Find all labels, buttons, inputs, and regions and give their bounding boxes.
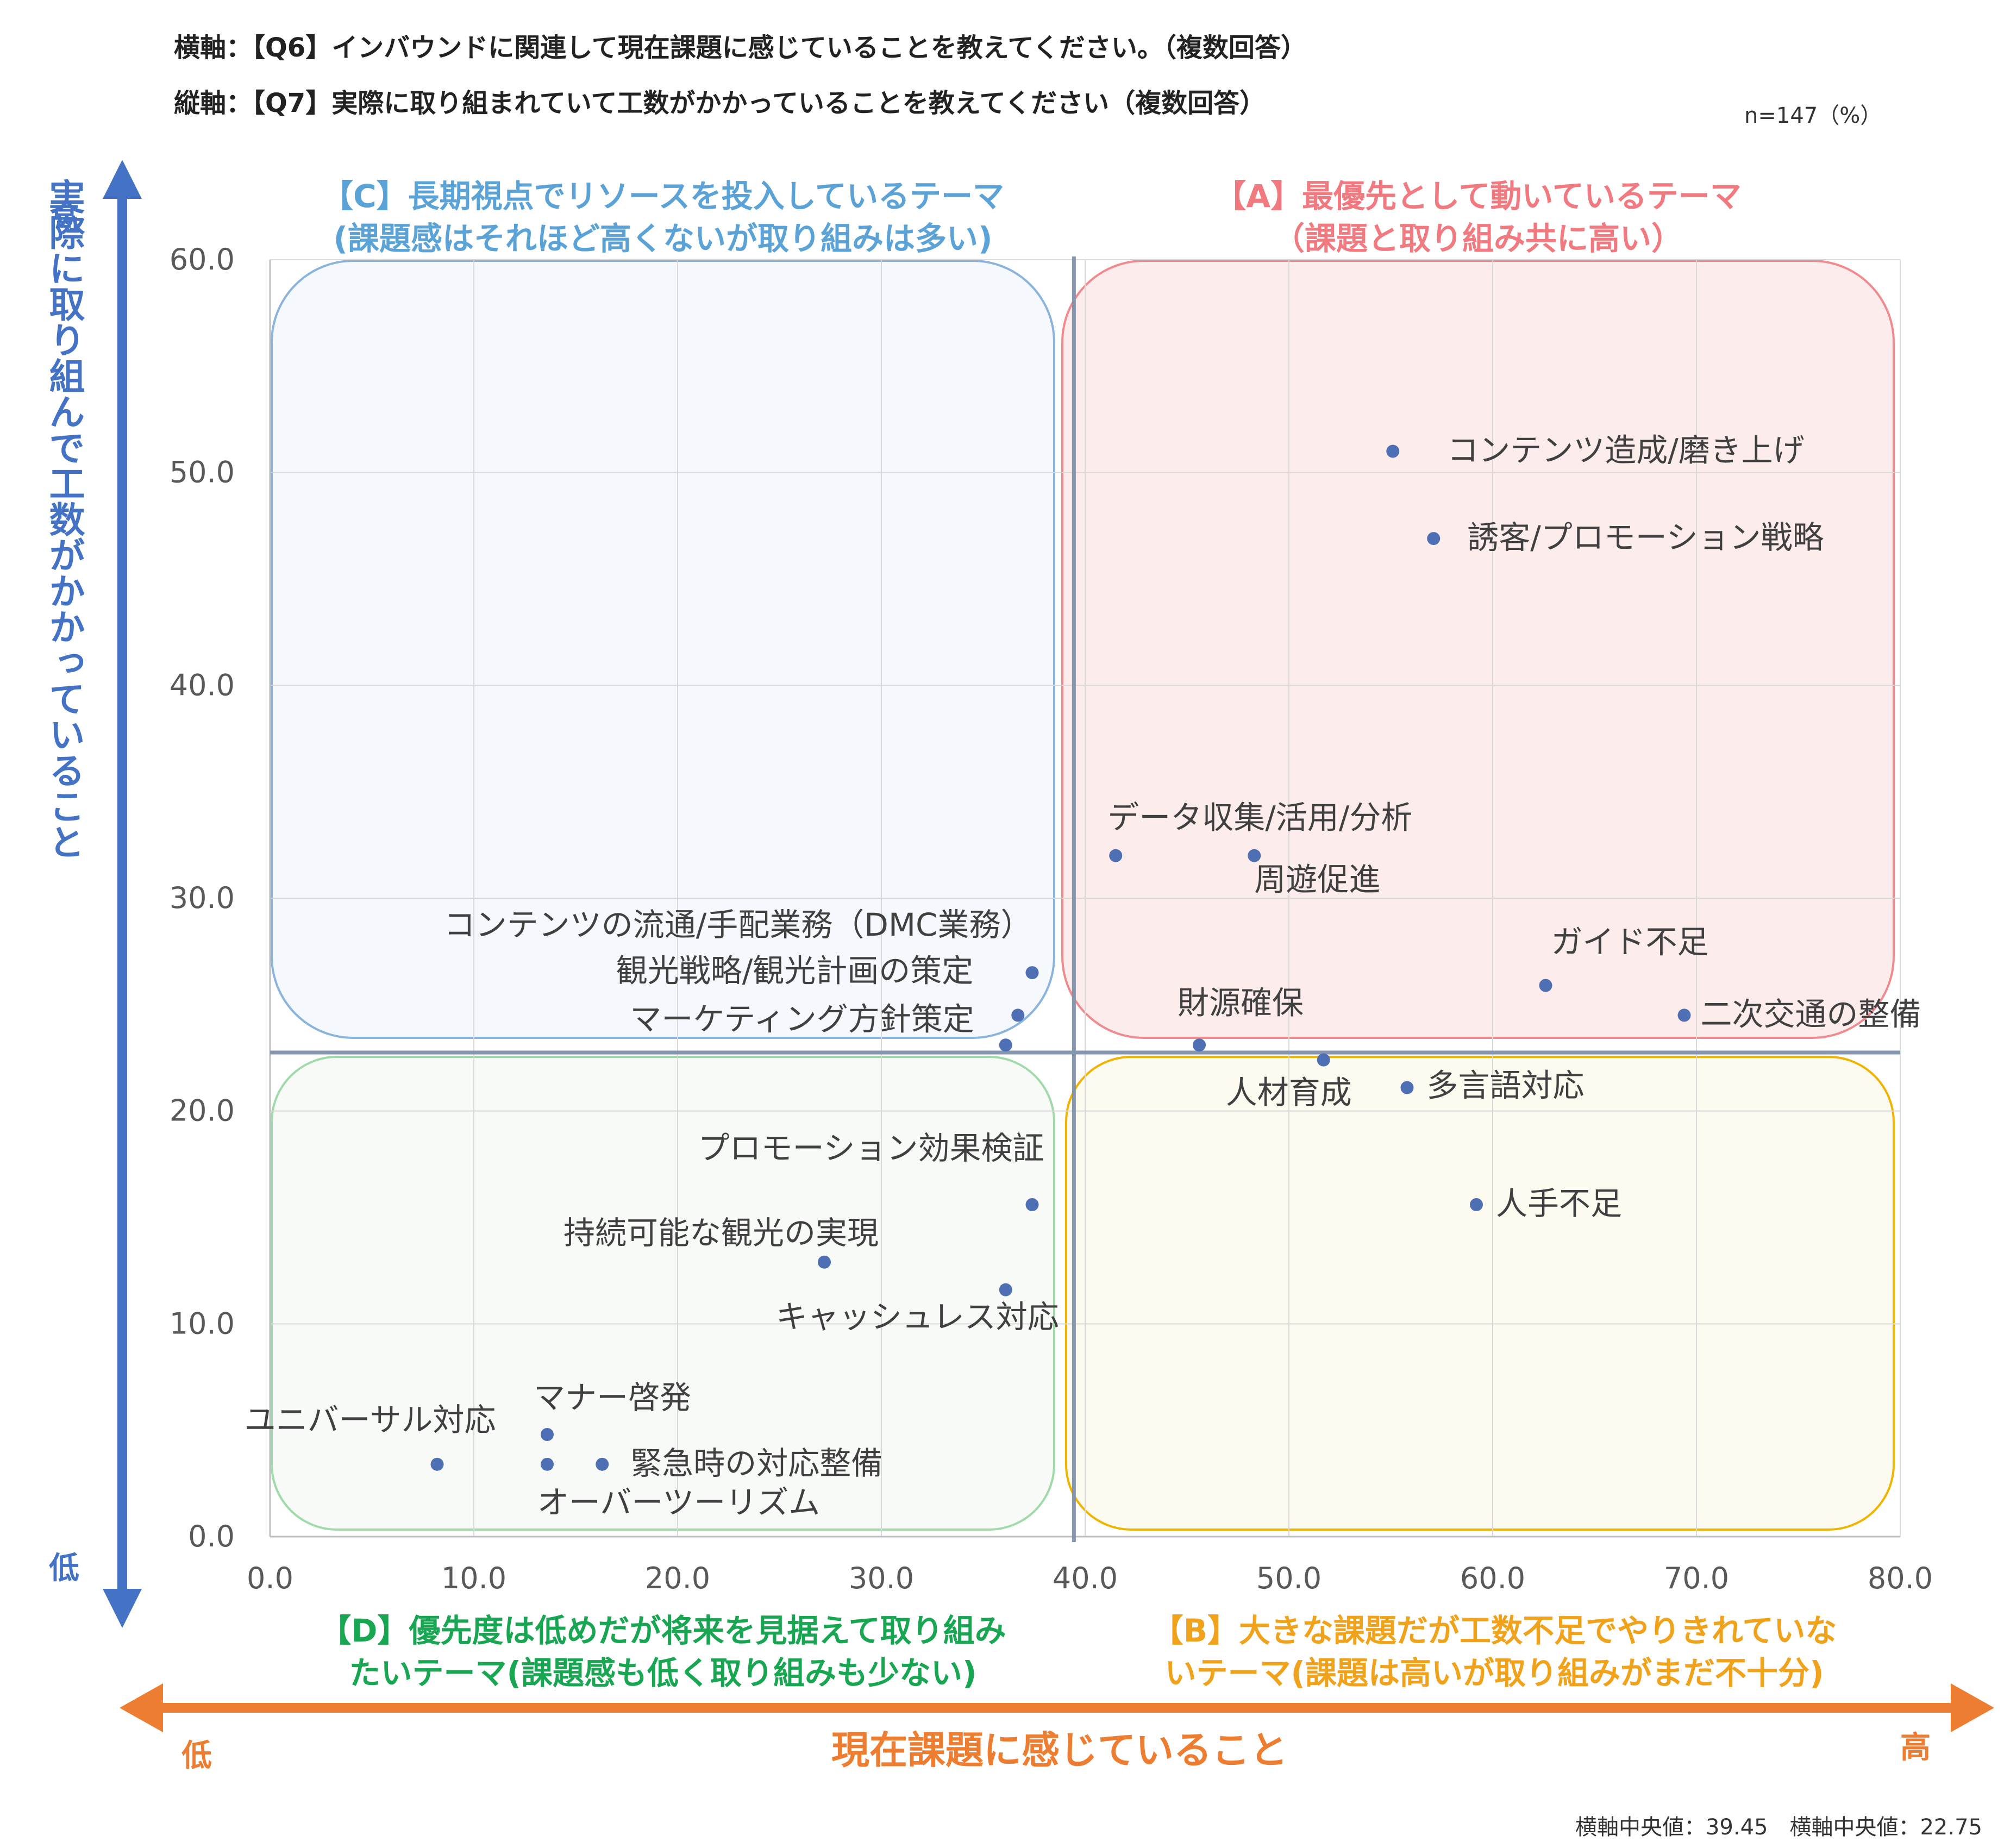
x-arrow-left-head bbox=[120, 1683, 163, 1732]
quadrant-b-title: 【B】大きな課題だが工数不足でやりきれていな いテーマ(課題は高いが取り組みがま… bbox=[1065, 1609, 1924, 1694]
scatter-point bbox=[999, 1283, 1012, 1296]
y-tick-label: 60.0 bbox=[170, 242, 235, 277]
scatter-point bbox=[1193, 1038, 1206, 1052]
x-arrow-high: 高 bbox=[1900, 1730, 1931, 1765]
x-arrow-label: 現在課題に感じていること bbox=[831, 1728, 1288, 1772]
scatter-point bbox=[1317, 1053, 1330, 1067]
x-tick-label: 10.0 bbox=[441, 1561, 506, 1595]
point-label: ユニバーサル対応 bbox=[245, 1401, 496, 1438]
point-label: ガイド不足 bbox=[1551, 924, 1709, 961]
quadrant-c-line1: 【C】長期視点でリソースを投入しているテーマ bbox=[322, 178, 1004, 215]
median-footnote: 横軸中央値：39.45 横軸中央値：22.75 bbox=[1575, 1815, 1982, 1840]
quadrant-b-line1: 【B】大きな課題だが工数不足でやりきれていな bbox=[1151, 1612, 1837, 1649]
y-arrow-label: 実際に取り組んで工数がかかっていること bbox=[43, 178, 85, 860]
scatter-point bbox=[1025, 1198, 1039, 1211]
quadrant-a-line1: 【A】最優先として動いているテーマ bbox=[1214, 178, 1742, 215]
point-label: 誘客/プロモーション戦略 bbox=[1467, 519, 1824, 556]
scatter-point bbox=[1539, 979, 1552, 992]
scatter-point bbox=[1109, 849, 1123, 862]
scatter-point bbox=[1011, 1008, 1025, 1022]
point-label: 二次交通の整備 bbox=[1701, 995, 1921, 1032]
quadrant-a-region bbox=[1061, 260, 1895, 1039]
scatter-point bbox=[818, 1255, 831, 1269]
scatter-point bbox=[596, 1457, 609, 1471]
y-arrow-high: 高 bbox=[49, 201, 79, 236]
x-tick-label: 30.0 bbox=[849, 1561, 914, 1595]
scatter-point bbox=[1025, 966, 1039, 980]
quadrant-d-line1: 【D】優先度は低めだが将来を見据えて取り組み bbox=[320, 1612, 1006, 1649]
point-label: コンテンツの流通/手配業務（DMC業務） bbox=[444, 906, 1032, 943]
x-tick-label: 20.0 bbox=[645, 1561, 710, 1595]
quadrant-c-region bbox=[271, 260, 1055, 1039]
point-label: 観光戦略/観光計画の策定 bbox=[616, 952, 974, 989]
quadrant-a-title: 【A】最優先として動いているテーマ （課題と取り組み共に高い） bbox=[1062, 175, 1894, 260]
quadrant-c-line2: (課題感はそれほど高くないが取り組みは多い) bbox=[333, 220, 993, 257]
x-tick-label: 60.0 bbox=[1460, 1561, 1525, 1595]
point-label: プロモーション効果検証 bbox=[698, 1130, 1044, 1167]
x-tick-label: 0.0 bbox=[247, 1561, 293, 1595]
point-label: オーバーツーリズム bbox=[537, 1484, 820, 1521]
scatter-point bbox=[430, 1457, 444, 1471]
quadrant-a-line2: （課題と取り組み共に高い） bbox=[1273, 220, 1683, 257]
y-tick-label: 10.0 bbox=[170, 1306, 235, 1340]
scatter-point bbox=[1400, 1081, 1414, 1094]
quadrant-c-title: 【C】長期視点でリソースを投入しているテーマ (課題感はそれほど高くないが取り組… bbox=[272, 175, 1054, 260]
y-tick-label: 40.0 bbox=[170, 668, 235, 702]
point-label: マナー啓発 bbox=[534, 1379, 691, 1416]
y-tick-label: 20.0 bbox=[170, 1094, 235, 1128]
median-lines bbox=[270, 256, 1900, 1542]
y-tick-label: 0.0 bbox=[188, 1519, 235, 1553]
point-label: 周遊促進 bbox=[1254, 861, 1380, 898]
x-tick-label: 50.0 bbox=[1256, 1561, 1322, 1595]
point-label: データ収集/活用/分析 bbox=[1107, 799, 1412, 836]
point-label: キャッシュレス対応 bbox=[776, 1299, 1059, 1336]
chart-axes bbox=[269, 260, 1900, 1538]
scatter-point bbox=[1677, 1008, 1691, 1022]
x-tick-label: 80.0 bbox=[1868, 1561, 1933, 1595]
scatter-point bbox=[1386, 444, 1400, 458]
point-label: 人材育成 bbox=[1226, 1074, 1352, 1111]
scatter-point bbox=[541, 1428, 554, 1441]
quadrant-d-line2: たいテーマ(課題感も低く取り組みも少ない) bbox=[349, 1655, 977, 1692]
scatter-point bbox=[1427, 532, 1441, 546]
quadrant-b-line2: いテーマ(課題は高いが取り組みがまだ不十分) bbox=[1164, 1655, 1824, 1692]
scatter-point bbox=[541, 1457, 554, 1471]
point-label: コンテンツ造成/磨き上げ bbox=[1447, 432, 1805, 469]
point-label: 緊急時の対応整備 bbox=[630, 1445, 882, 1482]
x-tick-label: 40.0 bbox=[1053, 1561, 1118, 1595]
y-arrow-low: 低 bbox=[49, 1551, 79, 1586]
scatter-point bbox=[1470, 1198, 1483, 1211]
point-label: 多言語対応 bbox=[1427, 1067, 1585, 1104]
y-tick-label: 30.0 bbox=[170, 881, 235, 915]
point-label: マーケティング方針策定 bbox=[630, 1000, 974, 1037]
point-label: 財源確保 bbox=[1178, 984, 1304, 1021]
x-arrow-right-head bbox=[1951, 1683, 1994, 1732]
scatter-point bbox=[1248, 849, 1261, 862]
y-tick-label: 50.0 bbox=[170, 455, 235, 490]
tick-labels: 0.0 10.0 20.0 30.0 40.0 50.0 60.0 70.0 80.0 0.0 10… bbox=[170, 242, 1933, 1595]
quadrant-d-title: 【D】優先度は低めだが将来を見据えて取り組み たいテーマ(課題感も低く取り組みも… bbox=[255, 1609, 1070, 1694]
data-labels: コンテンツ造成/磨き上げ誘客/プロモーション戦略データ収集/活用/分析周遊促進ガ… bbox=[245, 432, 1921, 1521]
point-label: 人手不足 bbox=[1496, 1185, 1622, 1222]
sample-size-note: n=147（%） bbox=[1744, 103, 1882, 128]
data-points bbox=[430, 444, 1691, 1471]
scatter-point bbox=[999, 1038, 1012, 1052]
x-tick-label: 70.0 bbox=[1664, 1561, 1729, 1595]
x-axis-definition: 横軸：【Q6】インバウンドに関連して現在課題に感じていることを教えてください。（… bbox=[174, 33, 1307, 63]
quadrant-b-region bbox=[1065, 1056, 1895, 1531]
quadrant-d-region bbox=[271, 1056, 1055, 1531]
x-arrow-low: 低 bbox=[181, 1738, 212, 1774]
y-axis-definition: 縦軸：【Q7】実際に取り組まれていて工数がかかっていることを教えてください（複数… bbox=[174, 88, 1266, 118]
point-label: 持続可能な観光の実現 bbox=[563, 1214, 879, 1251]
